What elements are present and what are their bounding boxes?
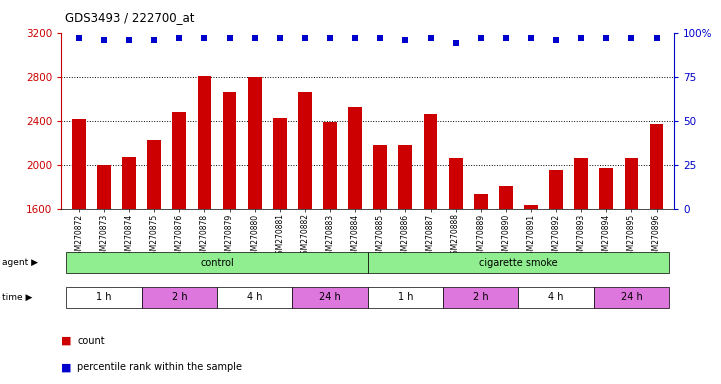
Point — [575, 35, 587, 41]
Text: 4 h: 4 h — [247, 292, 262, 302]
Point — [350, 35, 361, 41]
Bar — [624, 159, 638, 209]
Point — [98, 36, 110, 43]
Bar — [594, 286, 669, 308]
Point — [626, 35, 637, 41]
Bar — [323, 122, 337, 209]
Bar — [518, 286, 594, 308]
Point — [149, 36, 160, 43]
Bar — [524, 205, 538, 209]
Bar — [650, 124, 663, 209]
Text: count: count — [77, 336, 105, 346]
Bar — [248, 77, 262, 209]
Bar — [298, 92, 311, 209]
Bar — [97, 165, 111, 209]
Bar — [66, 286, 141, 308]
Text: agent ▶: agent ▶ — [2, 258, 38, 267]
Bar — [198, 76, 211, 209]
Bar — [217, 286, 292, 308]
Text: cigarette smoke: cigarette smoke — [479, 258, 558, 268]
Text: time ▶: time ▶ — [2, 293, 32, 302]
Text: 2 h: 2 h — [473, 292, 489, 302]
Point — [425, 35, 436, 41]
Bar — [599, 169, 614, 209]
Point — [475, 35, 487, 41]
Bar — [273, 118, 287, 209]
Point — [601, 35, 612, 41]
Text: ■: ■ — [61, 362, 72, 372]
Bar — [147, 140, 161, 209]
Text: percentile rank within the sample: percentile rank within the sample — [77, 362, 242, 372]
Text: ■: ■ — [61, 336, 72, 346]
Bar — [292, 286, 368, 308]
Text: 24 h: 24 h — [319, 292, 341, 302]
Text: GDS3493 / 222700_at: GDS3493 / 222700_at — [65, 12, 195, 25]
Text: 24 h: 24 h — [621, 292, 642, 302]
Bar — [424, 114, 438, 209]
Point — [500, 35, 512, 41]
Bar — [368, 252, 669, 273]
Text: control: control — [200, 258, 234, 268]
Point — [525, 35, 536, 41]
Text: 2 h: 2 h — [172, 292, 187, 302]
Point — [249, 35, 260, 41]
Point — [274, 35, 286, 41]
Point — [651, 35, 663, 41]
Bar — [448, 159, 463, 209]
Point — [399, 36, 411, 43]
Bar — [223, 92, 236, 209]
Point — [123, 36, 135, 43]
Bar — [66, 252, 368, 273]
Bar — [72, 119, 86, 209]
Bar — [443, 286, 518, 308]
Point — [199, 35, 211, 41]
Bar — [373, 145, 387, 209]
Point — [550, 36, 562, 43]
Bar — [172, 112, 186, 209]
Point — [374, 35, 386, 41]
Point — [174, 35, 185, 41]
Bar — [549, 170, 563, 209]
Bar — [474, 194, 487, 209]
Bar — [575, 159, 588, 209]
Bar — [141, 286, 217, 308]
Point — [324, 35, 336, 41]
Point — [73, 35, 84, 41]
Point — [224, 35, 235, 41]
Bar — [122, 157, 136, 209]
Bar — [348, 107, 362, 209]
Bar — [368, 286, 443, 308]
Bar — [399, 145, 412, 209]
Bar — [499, 186, 513, 209]
Text: 4 h: 4 h — [549, 292, 564, 302]
Text: 1 h: 1 h — [398, 292, 413, 302]
Point — [450, 40, 461, 46]
Text: 1 h: 1 h — [96, 292, 112, 302]
Point — [299, 35, 311, 41]
